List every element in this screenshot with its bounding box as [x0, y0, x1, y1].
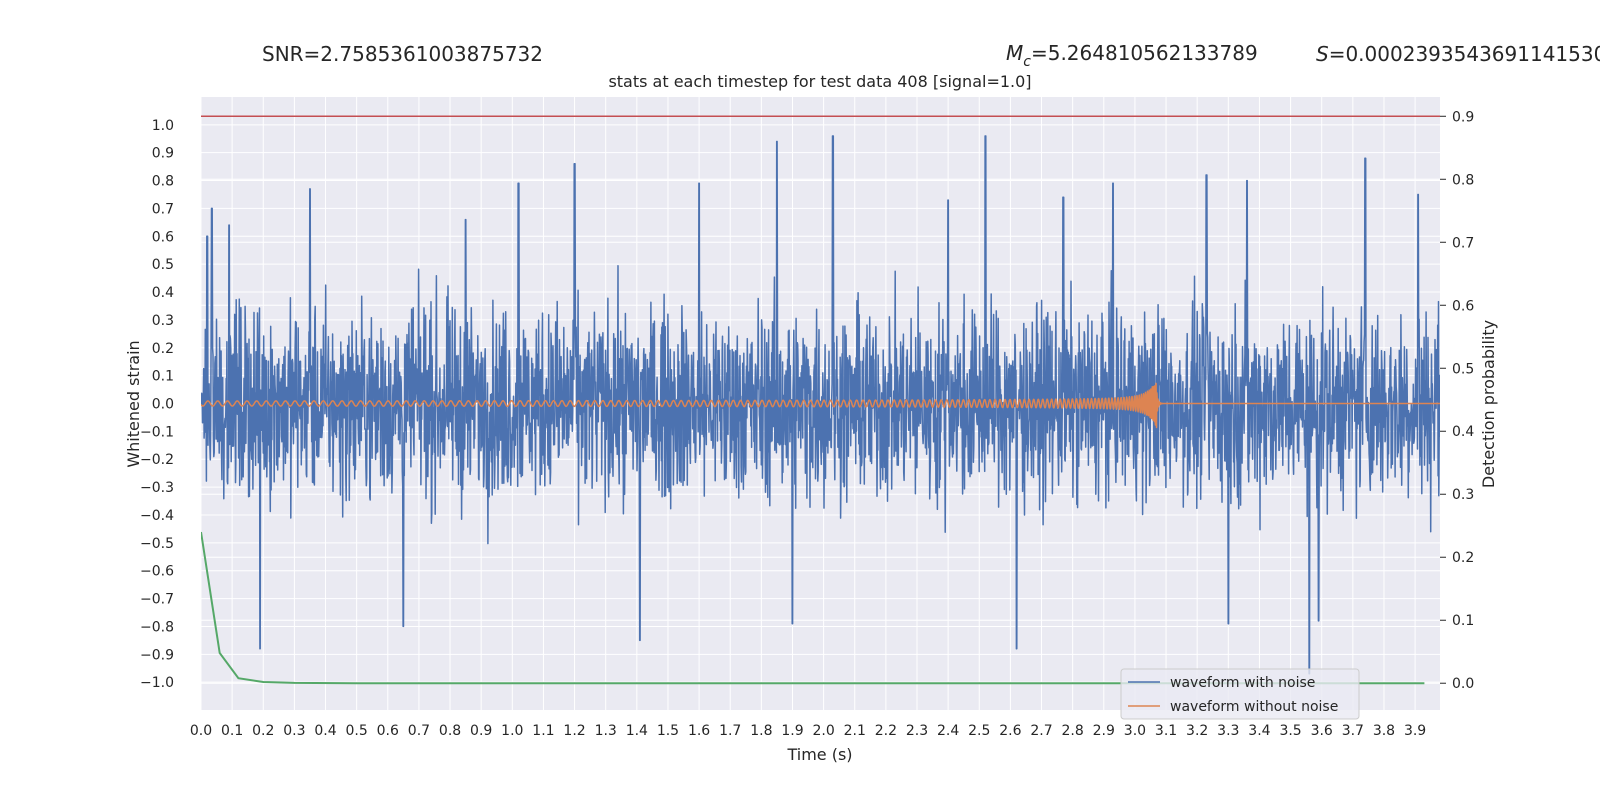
s-value: =0.00023935436911415303	[1329, 42, 1600, 66]
y-tick-label: 0.8	[152, 174, 174, 190]
y-tick-label: −0.1	[140, 424, 174, 440]
y-tick-label: 0.7	[152, 201, 174, 217]
x-tick-label: 0.6	[377, 723, 399, 739]
x-tick-label: 0.2	[252, 723, 274, 739]
x-tick-label: 0.3	[283, 723, 305, 739]
y2-tick-label: 0.2	[1452, 550, 1474, 566]
x-tick-label: 0.4	[314, 723, 336, 739]
y2-axis-label: Detection probability	[1479, 320, 1498, 488]
x-tick-label: 3.3	[1217, 723, 1239, 739]
y-tick-label: −0.8	[140, 619, 174, 635]
y-tick-label: −0.6	[140, 564, 174, 580]
x-tick-label: 3.5	[1279, 723, 1301, 739]
x-tick-label: 2.5	[968, 723, 990, 739]
y2-ticks: 0.9 0.8 0.7 0.6 0.5 0.4 0.3 0.2 0.1 0.0	[1440, 109, 1474, 692]
s-symbol: S	[1316, 42, 1329, 66]
x-tick-label: 2.8	[1062, 723, 1084, 739]
legend-label-noise: waveform with noise	[1170, 675, 1315, 691]
x-tick-label: 2.1	[844, 723, 866, 739]
chart-title: stats at each timestep for test data 408…	[608, 72, 1031, 91]
x-tick-label: 3.1	[1155, 723, 1177, 739]
chirp-mass-label: Mc=5.264810562133789	[1006, 41, 1258, 70]
y-tick-label: −0.2	[140, 452, 174, 468]
y-tick-label: 0.2	[152, 341, 174, 357]
y-tick-label: 0.9	[152, 146, 174, 162]
probability-line	[201, 531, 1425, 685]
y-tick-label: 1.0	[152, 118, 174, 134]
x-tick-label: 3.8	[1373, 723, 1395, 739]
y-tick-label: −0.4	[140, 508, 174, 524]
y-tick-label: 0.0	[152, 397, 174, 413]
x-tick-label: 3.7	[1342, 723, 1364, 739]
x-tick-label: 2.0	[812, 723, 834, 739]
y-tick-label: −0.9	[140, 647, 174, 663]
x-tick-label: 2.7	[1030, 723, 1052, 739]
y2-tick-label: 0.3	[1452, 487, 1474, 503]
y2-tick-label: 0.9	[1452, 109, 1474, 125]
legend-box	[1120, 668, 1360, 720]
x-tick-label: 0.5	[346, 723, 368, 739]
x-tick-label: 1.1	[532, 723, 554, 739]
x-tick-label: 0.8	[439, 723, 461, 739]
y-tick-label: −0.3	[140, 480, 174, 496]
chirp-mass-subscript: c	[1023, 54, 1031, 70]
x-tick-label: 1.6	[688, 723, 710, 739]
x-tick-label: 0.1	[221, 723, 243, 739]
y-axis-label: Whitened strain	[124, 340, 143, 467]
y2-tick-label: 0.5	[1452, 361, 1474, 377]
y2-tick-label: 0.0	[1452, 676, 1474, 692]
x-tick-label: 2.6	[999, 723, 1021, 739]
x-tick-label: 2.2	[875, 723, 897, 739]
x-tick-label: 1.2	[563, 723, 585, 739]
x-tick-label: 1.5	[657, 723, 679, 739]
y-tick-label: −0.7	[140, 592, 174, 608]
y-tick-label: −1.0	[140, 675, 174, 691]
chirp-mass-symbol: M	[1006, 41, 1023, 65]
x-tick-label: 1.3	[595, 723, 617, 739]
s-label: S=0.00023935436911415303	[1316, 42, 1600, 66]
y-tick-label: 0.3	[152, 313, 174, 329]
x-tick-label: 1.7	[719, 723, 741, 739]
y-tick-label: −0.5	[140, 536, 174, 552]
y-tick-label: 0.4	[152, 285, 174, 301]
x-ticks: 0.0 0.1 0.2 0.3 0.4 0.5 0.6 0.7 0.8 0.9 1.0 1.1 1.2 1…	[190, 723, 1426, 739]
y-tick-label: 0.6	[152, 229, 174, 245]
y2-tick-label: 0.1	[1452, 613, 1474, 629]
y2-tick-label: 0.4	[1452, 424, 1474, 440]
x-tick-label: 1.9	[781, 723, 803, 739]
snr-label: SNR=2.7585361003875732	[262, 42, 543, 66]
x-tick-label: 3.4	[1248, 723, 1270, 739]
x-tick-label: 3.6	[1311, 723, 1333, 739]
x-tick-label: 3.2	[1186, 723, 1208, 739]
y-tick-label: 0.5	[152, 257, 174, 273]
y-ticks: 1.0 0.9 0.8 0.7 0.6 0.5 0.4 0.3 0.2 0.1 0.0 −0.1 −0.…	[140, 118, 174, 691]
y2-tick-label: 0.6	[1452, 298, 1474, 314]
clean-waveform-line	[201, 382, 1440, 429]
chirp-mass-value: =5.264810562133789	[1031, 41, 1258, 65]
x-tick-label: 1.0	[501, 723, 523, 739]
y2-tick-label: 0.7	[1452, 235, 1474, 251]
x-tick-label: 2.4	[937, 723, 959, 739]
x-tick-label: 0.0	[190, 723, 212, 739]
x-tick-label: 0.7	[408, 723, 430, 739]
x-tick-label: 3.9	[1404, 723, 1426, 739]
x-axis-label: Time (s)	[786, 745, 852, 764]
x-tick-label: 0.9	[470, 723, 492, 739]
y2-tick-label: 0.8	[1452, 172, 1474, 188]
x-tick-label: 2.3	[906, 723, 928, 739]
y-tick-label: 0.1	[152, 369, 174, 385]
legend-label-clean: waveform without noise	[1170, 699, 1338, 715]
noise-waveform-line	[201, 135, 1440, 675]
x-tick-label: 2.9	[1093, 723, 1115, 739]
x-tick-label: 1.4	[626, 723, 648, 739]
x-tick-label: 1.8	[750, 723, 772, 739]
legend: waveform with noise waveform without noi…	[1120, 668, 1360, 720]
x-tick-label: 3.0	[1124, 723, 1146, 739]
